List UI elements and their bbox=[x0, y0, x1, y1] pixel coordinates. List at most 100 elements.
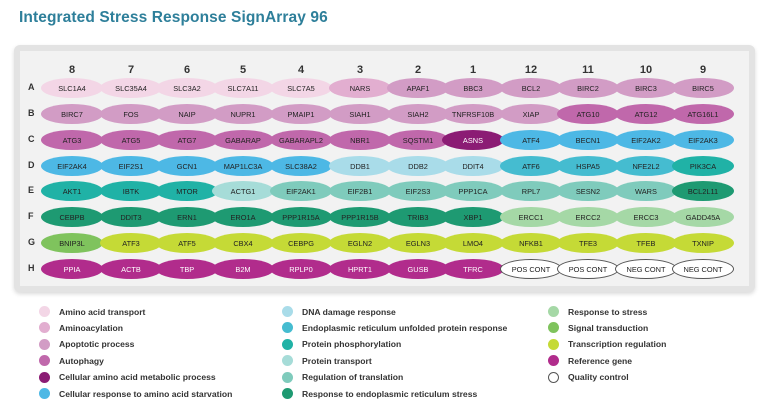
legend-swatch bbox=[39, 322, 50, 334]
legend-item: Amino acid transport bbox=[39, 306, 145, 317]
well: NFKB1 bbox=[500, 233, 562, 253]
well: SLC3A2 bbox=[156, 78, 218, 98]
column-label: 2 bbox=[414, 64, 422, 76]
well: BIRC2 bbox=[557, 78, 619, 98]
legend-swatch bbox=[282, 338, 293, 350]
well: NUPR1 bbox=[212, 104, 274, 124]
legend-label: Reference gene bbox=[568, 355, 633, 366]
well: ATF5 bbox=[156, 233, 218, 253]
legend-swatch bbox=[282, 371, 293, 383]
well: TRIB3 bbox=[387, 207, 449, 227]
well: EIF2S3 bbox=[387, 181, 449, 201]
legend-item: Aminoacylation bbox=[39, 322, 123, 334]
well: SLC7A5 bbox=[270, 78, 332, 98]
well: ATF6 bbox=[500, 156, 562, 176]
well: ATF4 bbox=[500, 130, 562, 150]
well: TFE3 bbox=[557, 233, 619, 253]
column-label: 5 bbox=[239, 64, 247, 76]
well: ERCC1 bbox=[500, 207, 562, 227]
well: PIK3CA bbox=[672, 156, 734, 176]
well: BIRC3 bbox=[615, 78, 677, 98]
well: BCL2L11 bbox=[672, 181, 734, 201]
well: ATG16L1 bbox=[672, 104, 734, 124]
well: EIF2AK4 bbox=[41, 156, 103, 176]
legend-label: Regulation of translation bbox=[302, 372, 404, 383]
legend-item: Transcription regulation bbox=[548, 338, 666, 350]
well: ASNS bbox=[442, 130, 504, 150]
well: SLC7A11 bbox=[212, 78, 274, 98]
well: GABARAP bbox=[212, 130, 274, 150]
legend-item: Apoptotic process bbox=[39, 338, 135, 350]
well: DDIT3 bbox=[100, 207, 162, 227]
well: WARS bbox=[615, 181, 677, 201]
legend-item: Protein transport bbox=[282, 355, 372, 367]
well: SESN2 bbox=[557, 181, 619, 201]
well: EIF2AK1 bbox=[270, 181, 332, 201]
well: NEG CONT bbox=[672, 259, 734, 279]
well: SLC1A4 bbox=[41, 78, 103, 98]
row-label: H bbox=[28, 263, 35, 273]
row-label: G bbox=[28, 237, 36, 247]
legend-label: Cellular response to amino acid starvati… bbox=[59, 388, 233, 399]
legend-label: Response to stress bbox=[568, 306, 648, 317]
legend-item: Endoplasmic reticulum unfolded protein r… bbox=[282, 322, 508, 334]
well: EIF2AK3 bbox=[672, 130, 734, 150]
well: TFRC bbox=[442, 259, 504, 279]
well: LMO4 bbox=[442, 233, 504, 253]
legend-label: Apoptotic process bbox=[59, 339, 135, 350]
well: GADD45A bbox=[672, 207, 734, 227]
well: BIRC7 bbox=[41, 104, 103, 124]
well: EGLN2 bbox=[329, 233, 391, 253]
column-label: 10 bbox=[639, 64, 653, 76]
legend-swatch bbox=[548, 355, 559, 367]
legend-label: Quality control bbox=[568, 372, 629, 383]
well: CEBPG bbox=[270, 233, 332, 253]
column-label: 1 bbox=[469, 64, 477, 76]
legend-swatch bbox=[39, 355, 50, 367]
legend-label: Response to endoplasmic reticulum stress bbox=[302, 388, 478, 399]
well: NFE2L2 bbox=[615, 156, 677, 176]
legend-swatch bbox=[548, 306, 559, 317]
well: HPRT1 bbox=[329, 259, 391, 279]
legend-swatch bbox=[548, 371, 559, 383]
legend-item: Response to stress bbox=[548, 306, 647, 317]
row-label: B bbox=[28, 108, 35, 118]
row-label: F bbox=[28, 211, 34, 221]
well: PPIA bbox=[41, 259, 103, 279]
well: TBP bbox=[156, 259, 218, 279]
well: HSPA5 bbox=[557, 156, 619, 176]
well: RPL7 bbox=[500, 181, 562, 201]
legend-label: Signal transduction bbox=[568, 322, 649, 333]
well: TXNIP bbox=[672, 233, 734, 253]
legend-item: Response to endoplasmic reticulum stress bbox=[282, 388, 477, 399]
well: ATG10 bbox=[557, 104, 619, 124]
well: DDB1 bbox=[329, 156, 391, 176]
well: PPP1R15B bbox=[329, 207, 391, 227]
row-label: E bbox=[28, 185, 35, 195]
legend-swatch bbox=[282, 322, 293, 334]
legend-item: Cellular response to amino acid starvati… bbox=[39, 388, 232, 399]
well: SQSTM1 bbox=[387, 130, 449, 150]
well: ATG12 bbox=[615, 104, 677, 124]
column-label: 7 bbox=[127, 64, 135, 76]
well: EGLN3 bbox=[387, 233, 449, 253]
legend-swatch bbox=[39, 306, 50, 317]
column-label: 6 bbox=[183, 64, 191, 76]
well: GCN1 bbox=[156, 156, 218, 176]
well: AKT1 bbox=[41, 181, 103, 201]
well: ERCC2 bbox=[557, 207, 619, 227]
well: PPP1CA bbox=[442, 181, 504, 201]
well: CBX4 bbox=[212, 233, 274, 253]
well: MTOR bbox=[156, 181, 218, 201]
legend-label: Endoplasmic reticulum unfolded protein r… bbox=[302, 322, 508, 333]
well: ATG5 bbox=[100, 130, 162, 150]
well: B2M bbox=[212, 259, 274, 279]
column-label: 9 bbox=[699, 64, 707, 76]
well: FOS bbox=[100, 104, 162, 124]
well: EIF2AK2 bbox=[615, 130, 677, 150]
legend-item: Reference gene bbox=[548, 355, 633, 367]
legend-label: Protein transport bbox=[302, 355, 372, 366]
well: DDIT4 bbox=[442, 156, 504, 176]
legend-swatch bbox=[39, 388, 50, 399]
well: BBC3 bbox=[442, 78, 504, 98]
